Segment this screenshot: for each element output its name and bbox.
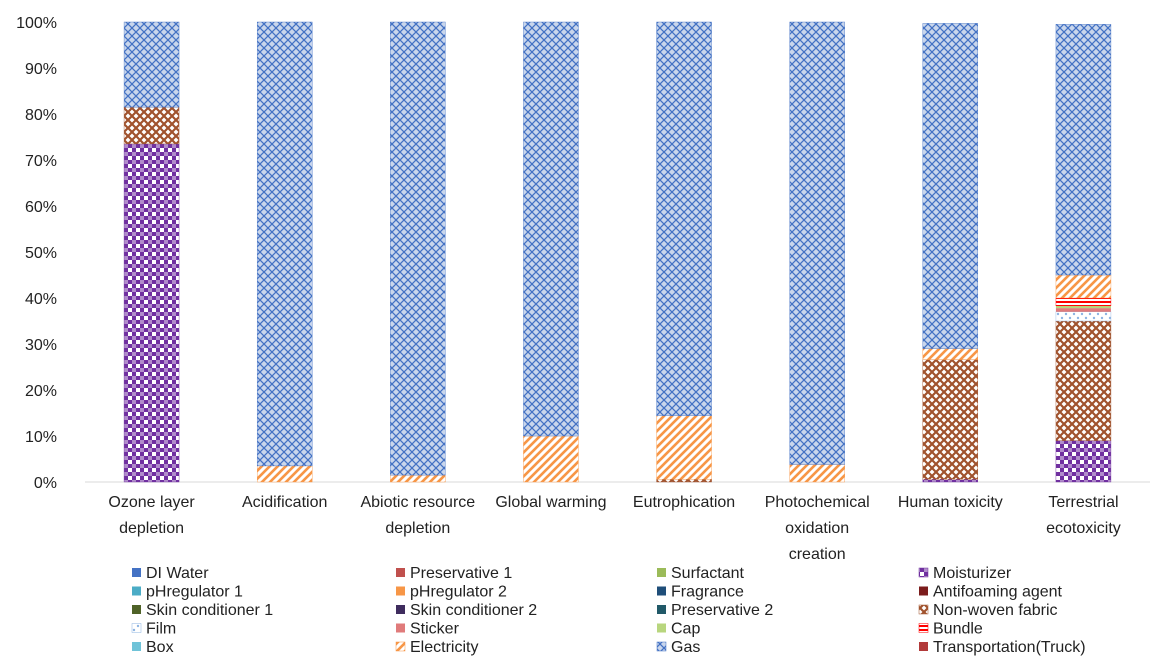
bar-segment-cap bbox=[1055, 305, 1111, 309]
bar-segment-film bbox=[1055, 311, 1112, 322]
legend-label-skin-conditioner-2: Skin conditioner 2 bbox=[410, 602, 537, 619]
y-tick-label: 90% bbox=[25, 61, 57, 78]
legend-swatch-phregulator-1 bbox=[132, 586, 141, 596]
legend: DI Water Preservative 1 Surfactant Moisturi… bbox=[131, 565, 1086, 656]
x-axis: Ozone layer depletion Acidification Abiotic… bbox=[108, 494, 1120, 563]
bar-segment-electricity bbox=[256, 465, 313, 483]
legend-label-film: Film bbox=[146, 621, 176, 638]
bar-segment-electricity bbox=[1055, 274, 1112, 299]
bar-segment-gas bbox=[789, 21, 845, 465]
bar-segment-gas bbox=[256, 21, 313, 467]
legend-label-box: Box bbox=[146, 639, 174, 656]
legend-swatch-preservative-2 bbox=[657, 605, 666, 614]
bar-segment-non-woven-fabric bbox=[1055, 320, 1112, 441]
x-category-label: Global warming bbox=[495, 494, 606, 511]
legend-swatch-film bbox=[131, 623, 142, 633]
x-category-label: Ozone layer depletion bbox=[108, 494, 195, 537]
y-tick-label: 0% bbox=[34, 475, 57, 492]
legend-label-phregulator-1: pHregulator 1 bbox=[146, 584, 243, 601]
bar-segment-electricity bbox=[390, 474, 446, 483]
bar-segment-gas bbox=[922, 23, 979, 349]
legend-swatch-antifoaming-agent bbox=[919, 586, 928, 596]
bar-segment-bundle bbox=[1055, 297, 1112, 307]
legend-label-antifoaming-agent: Antifoaming agent bbox=[933, 584, 1063, 601]
legend-swatch-box bbox=[132, 642, 141, 651]
legend-label-gas: Gas bbox=[671, 639, 700, 656]
bar-segment-gas bbox=[390, 21, 446, 476]
legend-label-surfactant: Surfactant bbox=[671, 565, 744, 582]
x-category-label: Eutrophication bbox=[633, 494, 735, 511]
legend-swatch-phregulator-2 bbox=[396, 586, 405, 596]
bars bbox=[123, 21, 1112, 483]
x-category-label: Terrestrial ecotoxicity bbox=[1046, 494, 1121, 537]
bar-segment-non-woven-fabric bbox=[656, 479, 712, 483]
bar-segment-electricity bbox=[656, 415, 712, 480]
legend-label-preservative-1: Preservative 1 bbox=[410, 565, 512, 582]
bar-segment-gas bbox=[523, 21, 579, 437]
bar-segment-gas bbox=[656, 21, 712, 416]
y-tick-label: 20% bbox=[25, 383, 57, 400]
legend-swatch-gas bbox=[656, 641, 667, 652]
bar-segment-gas bbox=[123, 21, 180, 108]
legend-label-transportation-truck: Transportation(Truck) bbox=[933, 639, 1086, 656]
y-tick-label: 80% bbox=[25, 107, 57, 124]
bar-segment-electricity bbox=[789, 464, 845, 483]
bar-segment-moisturizer bbox=[922, 479, 979, 483]
legend-swatch-moisturizer bbox=[918, 567, 929, 578]
legend-label-skin-conditioner-1: Skin conditioner 1 bbox=[146, 602, 273, 619]
y-tick-label: 60% bbox=[25, 199, 57, 216]
x-category-label: Photochemical oxidation creation bbox=[765, 494, 870, 563]
legend-swatch-transportation-truck bbox=[919, 642, 928, 651]
legend-swatch-non-woven-fabric bbox=[918, 604, 929, 615]
legend-label-non-woven-fabric: Non-woven fabric bbox=[933, 602, 1058, 619]
bar-segment-electricity bbox=[922, 348, 979, 360]
legend-swatch-di-water bbox=[132, 568, 141, 577]
legend-swatch-skin-conditioner-2 bbox=[396, 605, 405, 614]
y-tick-label: 100% bbox=[16, 15, 57, 32]
y-tick-label: 50% bbox=[25, 245, 57, 262]
legend-label-fragrance: Fragrance bbox=[671, 584, 744, 601]
y-tick-label: 10% bbox=[25, 429, 57, 446]
x-category-label: Acidification bbox=[242, 494, 327, 511]
legend-label-moisturizer: Moisturizer bbox=[933, 565, 1012, 582]
legend-swatch-fragrance bbox=[657, 586, 666, 596]
legend-swatch-electricity bbox=[395, 641, 406, 652]
legend-label-di-water: DI Water bbox=[146, 565, 209, 582]
x-category-label: Abiotic resource depletion bbox=[360, 494, 475, 537]
bar-segment-sticker bbox=[1055, 308, 1111, 312]
legend-swatch-cap bbox=[657, 623, 666, 633]
legend-label-phregulator-2: pHregulator 2 bbox=[410, 584, 507, 601]
bar-segment-moisturizer bbox=[123, 143, 180, 483]
legend-swatch-skin-conditioner-1 bbox=[132, 605, 141, 614]
legend-swatch-bundle bbox=[918, 623, 929, 633]
legend-label-preservative-2: Preservative 2 bbox=[671, 602, 773, 619]
y-axis: 0% 10% 20% 30% 40% 50% 60% 70% 80% 90% 100% bbox=[16, 15, 1150, 492]
legend-label-sticker: Sticker bbox=[410, 621, 460, 638]
legend-label-electricity: Electricity bbox=[410, 639, 478, 656]
bar-segment-moisturizer bbox=[1055, 440, 1112, 483]
bar-segment-non-woven-fabric bbox=[922, 359, 979, 480]
legend-swatch-sticker bbox=[396, 623, 405, 633]
y-tick-label: 40% bbox=[25, 291, 57, 308]
legend-label-cap: Cap bbox=[671, 621, 700, 638]
legend-label-bundle: Bundle bbox=[933, 621, 983, 638]
bar-segment-electricity bbox=[523, 435, 579, 483]
legend-swatch-surfactant bbox=[657, 568, 666, 577]
bar-segment-gas bbox=[1055, 24, 1112, 276]
x-category-label: Human toxicity bbox=[898, 494, 1003, 511]
y-tick-label: 70% bbox=[25, 153, 57, 170]
y-tick-label: 30% bbox=[25, 337, 57, 354]
bar-segment-non-woven-fabric bbox=[123, 106, 180, 145]
legend-swatch-preservative-1 bbox=[396, 568, 405, 577]
